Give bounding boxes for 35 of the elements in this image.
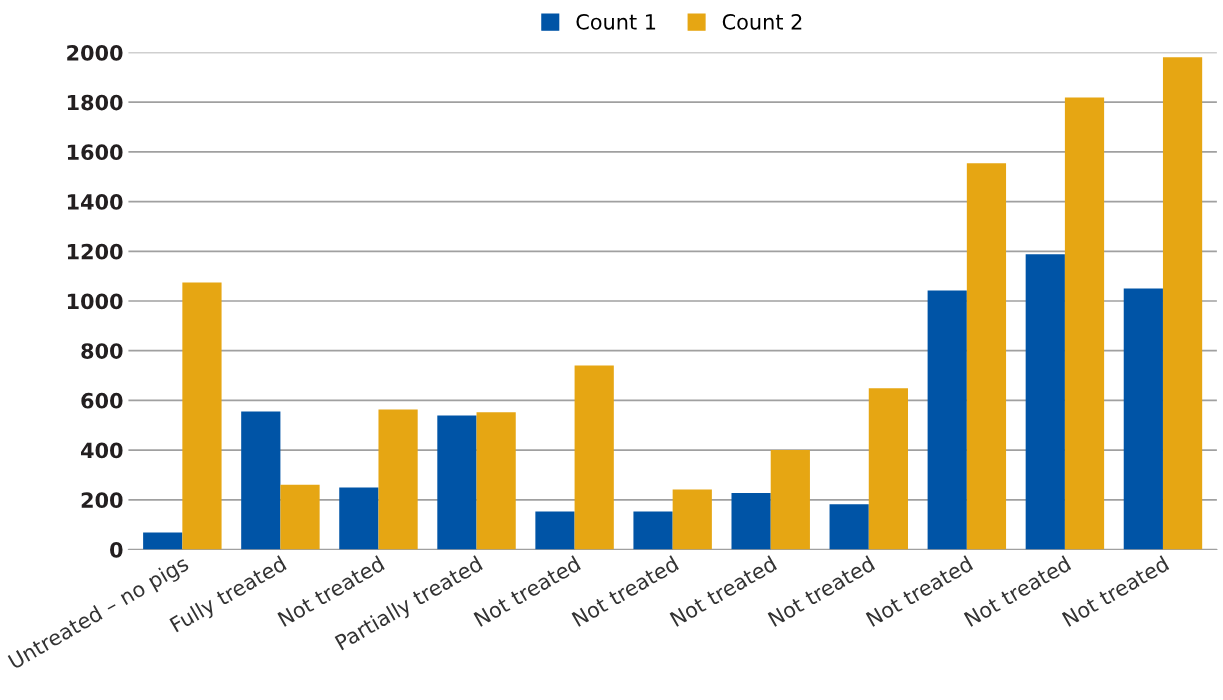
bar <box>280 484 320 550</box>
y-tick-label: 800 <box>81 343 123 359</box>
bar <box>378 409 418 550</box>
y-tick-label: 1000 <box>67 293 123 310</box>
bar <box>535 511 575 550</box>
bar <box>966 163 1007 550</box>
y-tick-label: 1600 <box>67 144 123 161</box>
y-tick-label: 1800 <box>67 94 123 111</box>
bar <box>1123 288 1163 550</box>
y-tick-label: 2000 <box>67 44 123 61</box>
y-tick-label: 200 <box>81 492 123 509</box>
bar <box>829 504 869 550</box>
y-tick-label: 400 <box>81 442 123 459</box>
y-tick-label: 1200 <box>67 243 123 260</box>
bar <box>437 415 477 550</box>
bar <box>339 487 379 550</box>
bar <box>731 493 771 550</box>
bar <box>868 388 908 550</box>
bar <box>1162 57 1203 550</box>
bar <box>1064 97 1105 550</box>
bar <box>574 365 614 550</box>
bar <box>633 511 673 550</box>
bar <box>770 450 810 550</box>
bar <box>476 412 516 550</box>
y-tick-label: 600 <box>81 392 123 409</box>
legend-label: Count 2 <box>722 13 802 30</box>
bar <box>672 489 712 550</box>
bar <box>143 532 183 550</box>
bar <box>241 411 281 550</box>
bar <box>927 290 967 550</box>
legend-label: Count 1 <box>576 13 656 30</box>
y-tick-label: 1400 <box>67 194 123 210</box>
bar <box>1025 254 1065 550</box>
bar <box>182 282 222 550</box>
y-tick-label: 0 <box>110 541 123 558</box>
